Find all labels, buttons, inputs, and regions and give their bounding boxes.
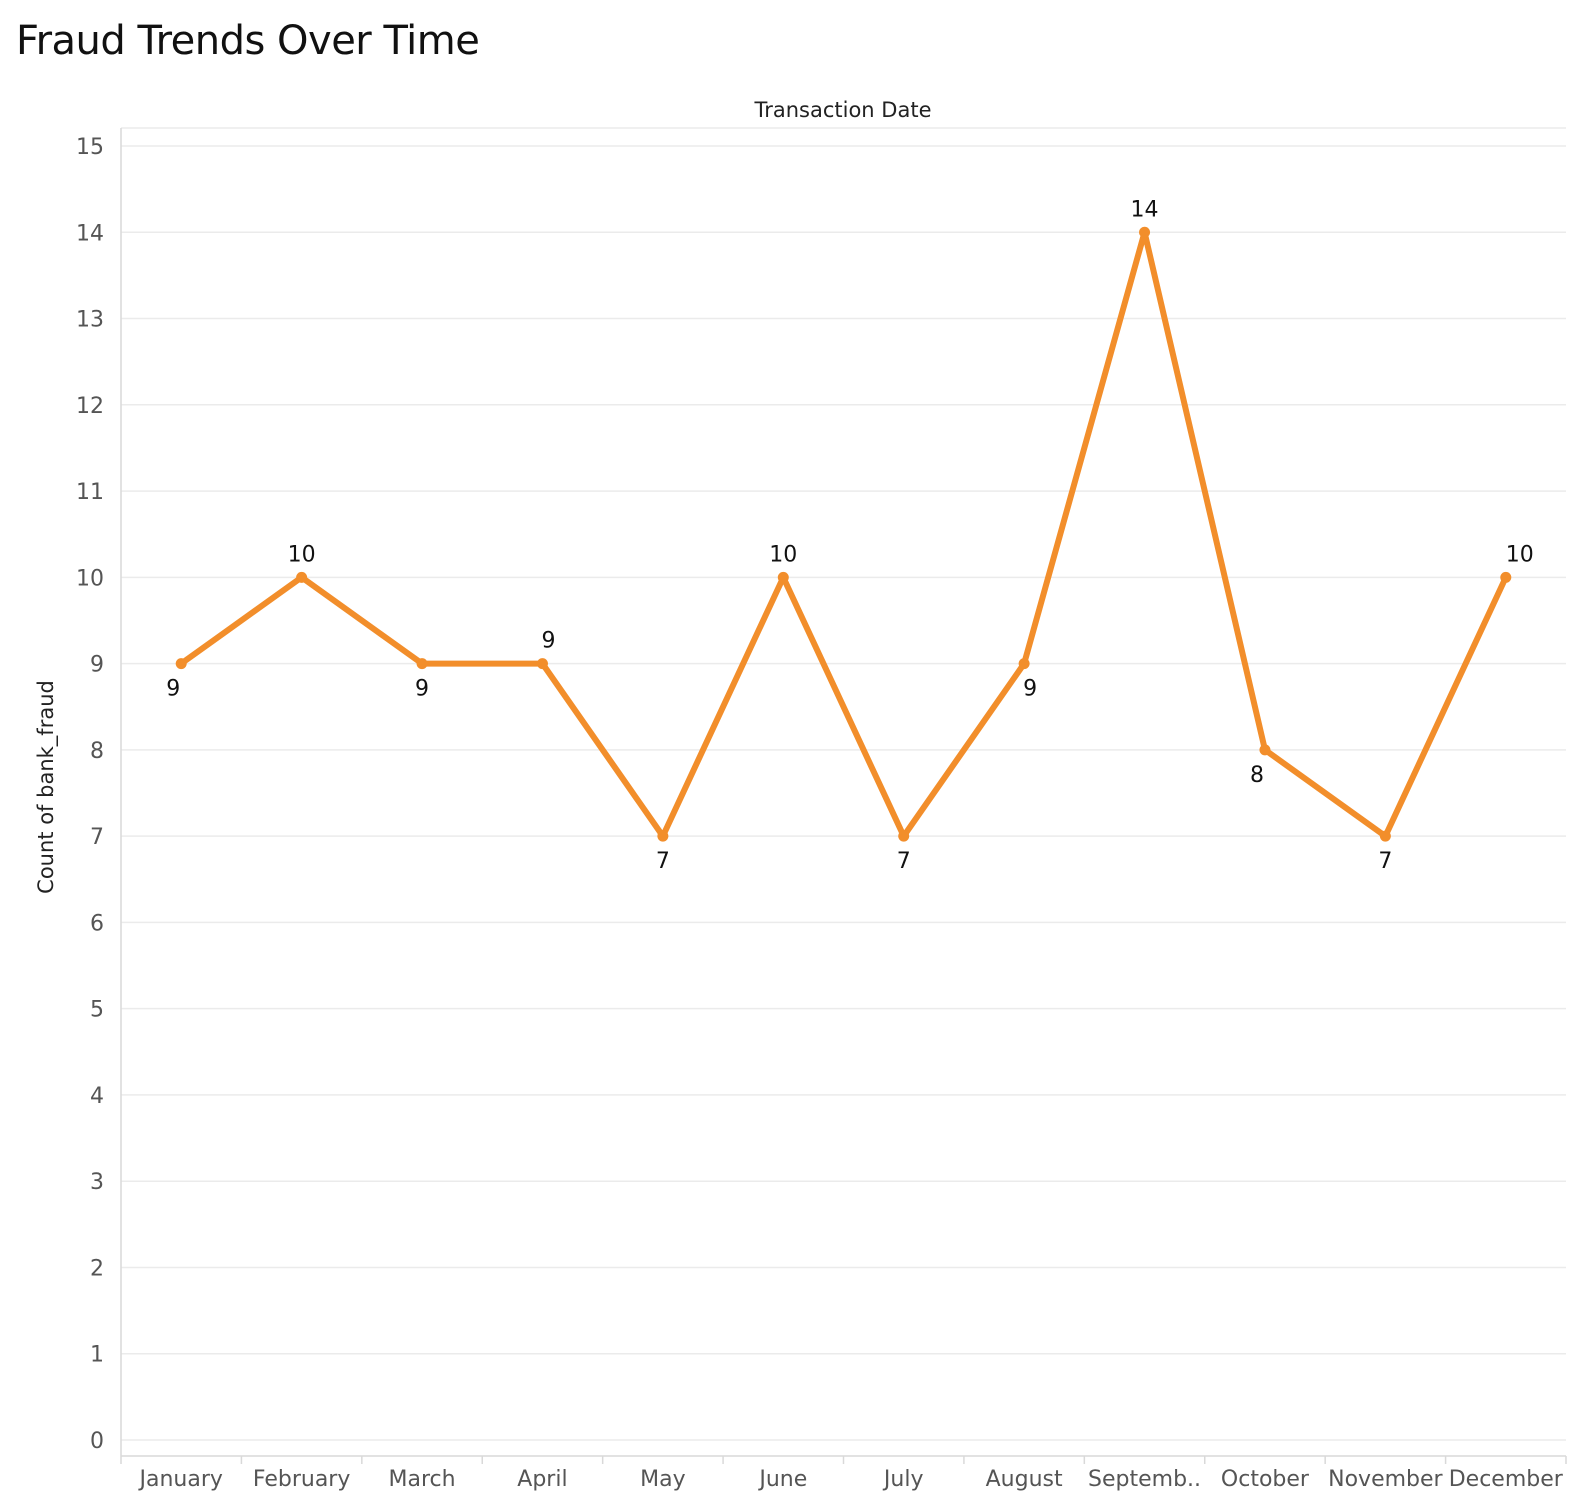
data-label: 9	[541, 629, 555, 654]
data-labels: 9 10 9 9 7 10 7 9 14 8 7 10	[166, 197, 1534, 874]
x-tick-label: October	[1221, 1467, 1310, 1492]
data-label: 10	[769, 542, 797, 567]
data-label: 7	[1378, 849, 1392, 874]
data-point	[1139, 226, 1151, 238]
x-tick-label: May	[640, 1467, 685, 1492]
y-tick-label: 11	[76, 480, 104, 505]
chart-title: Fraud Trends Over Time	[16, 18, 480, 64]
x-tick-label: June	[757, 1467, 807, 1492]
data-points	[175, 226, 1512, 842]
data-label: 9	[166, 677, 180, 702]
y-tick-label: 1	[90, 1343, 104, 1368]
x-tick-label: April	[517, 1467, 567, 1492]
data-point	[1018, 658, 1030, 670]
y-tick-label: 10	[76, 566, 104, 591]
x-tick-label: August	[986, 1467, 1063, 1492]
x-tick-label: February	[253, 1467, 351, 1492]
data-point	[657, 830, 669, 842]
y-tick-label: 9	[90, 653, 104, 678]
y-tick-label: 14	[76, 221, 104, 246]
data-point	[1259, 744, 1271, 756]
data-label: 14	[1131, 197, 1159, 222]
series-fraud-count	[178, 229, 1509, 840]
x-tick-label: March	[389, 1467, 456, 1492]
x-tick-label: December	[1449, 1467, 1564, 1492]
data-point	[1500, 571, 1512, 583]
y-tick-label: 4	[90, 1084, 104, 1109]
y-axis-title: Count of bank_fraud	[34, 680, 59, 894]
x-tick-label: January	[138, 1467, 223, 1492]
data-point	[416, 658, 428, 670]
x-tick-labels: January February March April May June July Augu…	[138, 1467, 1564, 1492]
y-tick-label: 2	[90, 1256, 104, 1281]
y-tick-label: 6	[90, 911, 104, 936]
data-point	[777, 571, 789, 583]
gridlines	[121, 145, 1566, 1441]
data-point	[1379, 830, 1391, 842]
y-tick-label: 7	[90, 825, 104, 850]
y-tick-label: 15	[76, 135, 104, 160]
x-tick-label: July	[882, 1467, 924, 1492]
data-label: 8	[1250, 763, 1264, 788]
data-point	[898, 830, 910, 842]
x-axis-title: Transaction Date	[753, 98, 931, 122]
data-label: 7	[656, 849, 670, 874]
y-tick-label: 3	[90, 1170, 104, 1195]
y-tick-label: 5	[90, 998, 104, 1023]
data-label: 9	[415, 677, 429, 702]
data-point	[296, 571, 308, 583]
y-tick-label: 0	[90, 1429, 104, 1454]
y-tick-label: 13	[76, 308, 104, 333]
data-label: 10	[288, 542, 316, 567]
axes	[120, 127, 1567, 1464]
data-label: 7	[897, 849, 911, 874]
data-point	[175, 658, 187, 670]
data-label: 10	[1506, 542, 1534, 567]
data-label: 9	[1023, 677, 1037, 702]
y-tick-label: 12	[76, 394, 104, 419]
series-line	[178, 229, 1509, 840]
x-tick-label: Septemb..	[1088, 1467, 1201, 1492]
x-tick-label: November	[1328, 1467, 1443, 1492]
y-tick-label: 8	[90, 739, 104, 764]
data-point	[536, 658, 548, 670]
